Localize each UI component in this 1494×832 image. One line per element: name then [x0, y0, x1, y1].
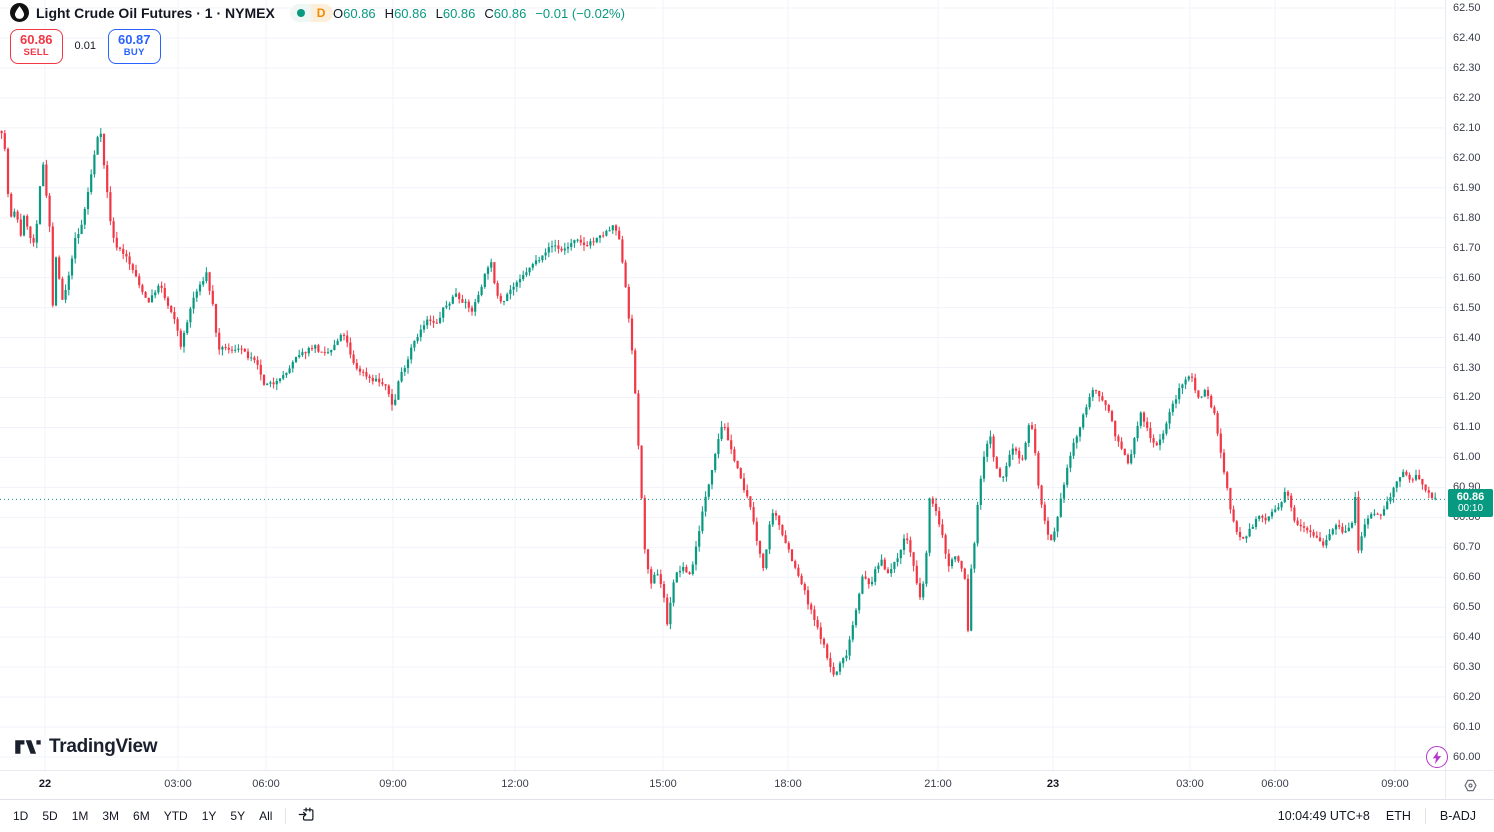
price-tick: 62.20 — [1453, 91, 1481, 104]
time-tick: 22 — [38, 778, 52, 790]
close-label: C — [484, 6, 494, 21]
time-tick: 06:00 — [252, 778, 280, 790]
current-price-label: 60.86 00:10 — [1448, 489, 1493, 518]
time-tick: 03:00 — [1176, 778, 1204, 790]
range-button-1y[interactable]: 1Y — [195, 804, 224, 828]
order-panel: 60.86 SELL 0.01 60.87 BUY — [10, 29, 161, 64]
price-tick: 61.30 — [1453, 361, 1481, 374]
go-to-date-calendar-icon — [299, 807, 314, 821]
ohlc-values: O60.86 H60.86 L60.86 C60.86 −0.01 (−0.02… — [333, 6, 625, 21]
range-button-1m[interactable]: 1M — [65, 804, 96, 828]
time-axis[interactable]: 22 03:00 06:00 09:00 12:00 15:00 18:00 21:00 23 0… — [0, 770, 1445, 799]
low-value: 60.86 — [442, 6, 476, 21]
price-axis[interactable]: 62.50 62.40 62.30 62.20 62.10 62.00 61.90 61.80… — [1445, 0, 1494, 770]
sell-button[interactable]: 60.86 SELL — [10, 29, 63, 64]
price-tick: 61.10 — [1453, 421, 1481, 434]
price-tick: 61.50 — [1453, 301, 1481, 314]
chart-legend: Light Crude Oil Futures · 1 · NYMEX D — [10, 3, 334, 22]
price-tick: 61.00 — [1453, 451, 1481, 464]
instant-order-lightning-button[interactable] — [1426, 746, 1448, 768]
time-tick: 21:00 — [924, 778, 952, 790]
toolbar-divider — [285, 808, 287, 824]
open-label: O — [333, 6, 344, 21]
bottom-toolbar: 1D 5D 1M 3M 6M YTD 1Y 5Y All 10:04:49 UTC+8 ETH … — [0, 799, 1494, 832]
high-value: 60.86 — [394, 6, 427, 21]
symbol-title[interactable]: Light Crude Oil Futures · 1 · NYMEX — [36, 4, 275, 21]
price-tick: 61.60 — [1453, 271, 1481, 284]
price-tick: 61.70 — [1453, 241, 1481, 254]
time-tick: 18:00 — [774, 778, 802, 790]
time-tick: 15:00 — [649, 778, 677, 790]
tradingview-wordmark: TradingView — [49, 736, 158, 757]
time-tick: 09:00 — [1381, 778, 1409, 790]
range-button-5y[interactable]: 5Y — [223, 804, 252, 828]
price-tick: 60.10 — [1453, 721, 1481, 734]
toolbar-right: 10:04:49 UTC+8 ETH B-ADJ — [1270, 804, 1484, 828]
range-button-all[interactable]: All — [252, 804, 279, 828]
spread-value: 0.01 — [74, 40, 96, 53]
price-tick: 60.30 — [1453, 661, 1481, 674]
range-button-ytd[interactable]: YTD — [157, 804, 195, 828]
axis-settings-corner[interactable] — [1445, 770, 1494, 799]
delayed-data-badge[interactable]: D — [310, 3, 334, 22]
price-tick: 62.00 — [1453, 151, 1481, 164]
price-tick: 62.50 — [1453, 2, 1481, 14]
market-status-badge[interactable]: D — [289, 3, 334, 22]
gear-icon — [1463, 779, 1477, 791]
buy-button[interactable]: 60.87 BUY — [107, 29, 161, 64]
bar-countdown: 00:10 — [1457, 503, 1484, 515]
buy-price: 60.87 — [117, 32, 151, 47]
range-button-1d[interactable]: 1D — [6, 804, 35, 828]
price-tick: 61.80 — [1453, 211, 1481, 224]
price-tick: 60.60 — [1453, 571, 1481, 584]
session-eth-button[interactable]: ETH — [1378, 804, 1419, 828]
price-tick: 62.40 — [1453, 31, 1481, 44]
high-label: H — [384, 6, 395, 21]
range-button-5d[interactable]: 5D — [35, 804, 64, 828]
clock-display[interactable]: 10:04:49 UTC+8 — [1277, 809, 1370, 823]
date-range-buttons: 1D 5D 1M 3M 6M YTD 1Y 5Y All — [6, 804, 279, 828]
close-value: 60.86 — [493, 6, 527, 21]
market-open-dot-icon — [296, 8, 305, 17]
tradingview-watermark[interactable]: TradingView — [14, 736, 158, 758]
price-tick: 60.00 — [1453, 751, 1481, 763]
sell-label: SELL — [23, 46, 50, 58]
time-tick: 12:00 — [501, 778, 529, 790]
tradingview-logo-icon — [15, 740, 41, 754]
go-to-date-button[interactable] — [292, 802, 321, 830]
price-tick: 61.40 — [1453, 331, 1481, 344]
toolbar-divider — [1424, 808, 1426, 824]
range-button-6m[interactable]: 6M — [126, 804, 157, 828]
candlestick-chart[interactable] — [0, 0, 1445, 770]
price-tick: 61.20 — [1453, 391, 1481, 404]
oil-drop-logo-icon — [10, 3, 29, 22]
time-tick: 03:00 — [164, 778, 192, 790]
open-value: 60.86 — [343, 6, 376, 21]
price-tick: 62.30 — [1453, 61, 1481, 74]
current-price-value: 60.86 — [1456, 491, 1485, 504]
time-tick: 09:00 — [379, 778, 407, 790]
back-adjust-button[interactable]: B-ADJ — [1432, 804, 1484, 828]
sell-price: 60.86 — [20, 32, 53, 47]
time-tick: 23 — [1046, 778, 1060, 790]
lightning-bolt-icon — [1432, 750, 1442, 764]
price-tick: 60.50 — [1453, 601, 1481, 614]
price-change: −0.01 (−0.02%) — [535, 6, 625, 21]
price-tick: 61.90 — [1453, 181, 1481, 194]
price-tick: 60.70 — [1453, 541, 1481, 554]
chart-plot-area[interactable]: Light Crude Oil Futures · 1 · NYMEX D O6… — [0, 0, 1448, 770]
time-tick: 06:00 — [1261, 778, 1289, 790]
price-tick: 60.20 — [1453, 691, 1481, 704]
range-button-3m[interactable]: 3M — [95, 804, 126, 828]
price-tick: 62.10 — [1453, 121, 1481, 134]
buy-label: BUY — [123, 46, 145, 58]
low-label: L — [435, 6, 443, 21]
price-tick: 60.40 — [1453, 631, 1481, 644]
